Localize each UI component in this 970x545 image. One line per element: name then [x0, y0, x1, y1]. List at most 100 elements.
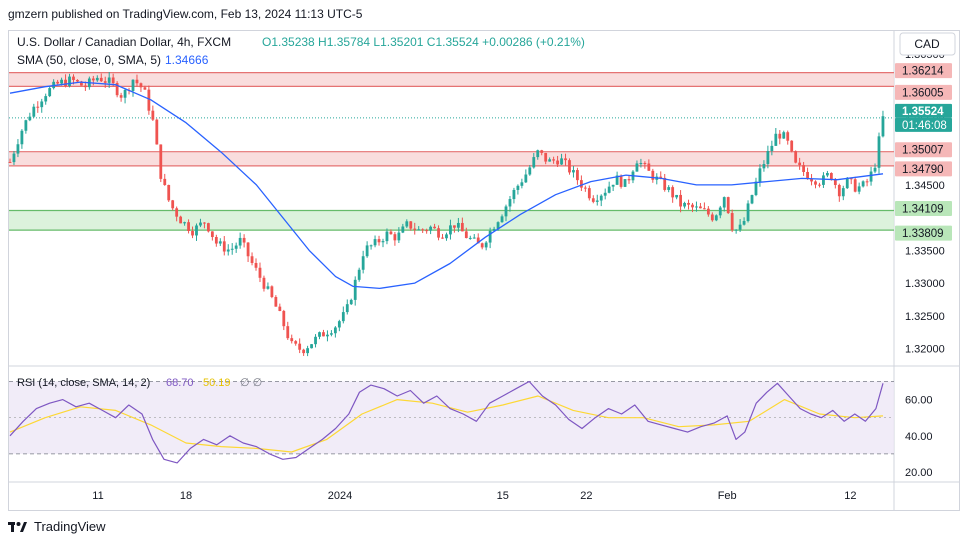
candle-body [226, 249, 230, 252]
candle-body [639, 163, 643, 165]
candle-body [397, 232, 401, 241]
candle-body [532, 157, 536, 168]
candle-body [528, 167, 532, 175]
price-label-box [895, 84, 952, 100]
candle-body [389, 231, 393, 235]
indicator-lines-layer [9, 81, 884, 464]
candle-body [159, 144, 163, 179]
price-label-text: 1.35007 [902, 145, 944, 157]
candle-body [441, 237, 444, 239]
price-label-box [895, 103, 952, 118]
candle-body [385, 231, 389, 242]
legend-layer: U.S. Dollar / Canadian Dollar, 4h, FXCM … [17, 35, 585, 389]
candle-body [810, 178, 813, 182]
time-tick-label: 18 [180, 490, 192, 502]
candle-body [326, 334, 329, 337]
candle-body [583, 187, 587, 189]
candle-body [171, 200, 175, 209]
candle-body [667, 187, 671, 190]
candle-body [64, 79, 67, 87]
candle-body [353, 279, 357, 300]
candle-body [44, 96, 48, 102]
price-label-box [895, 63, 952, 79]
candle-body [413, 228, 417, 230]
candle-body [496, 222, 500, 229]
candle-body [345, 304, 349, 313]
time-tick-label: Feb [718, 490, 737, 502]
candle-body [619, 175, 623, 187]
rsi-tick-label: 20.00 [905, 467, 933, 479]
candle-body [659, 176, 663, 178]
candle-body [147, 89, 151, 111]
candle-body [437, 228, 440, 238]
candle-body [873, 167, 877, 172]
candle-body [425, 230, 429, 232]
currency-button[interactable]: CAD [899, 32, 956, 56]
candle-body [218, 241, 222, 244]
candle-body [544, 152, 548, 162]
candle-body [861, 181, 865, 187]
candle-body [230, 248, 234, 250]
candle-body [373, 239, 377, 246]
rsi-legend-value: 68.70 [166, 377, 194, 389]
candle-body [361, 256, 365, 270]
candle-body [552, 159, 556, 161]
ohlc-values: O1.35238 H1.35784 L1.35201 C1.35524 +0.0… [262, 35, 585, 49]
candle-body [687, 202, 690, 205]
candle-body [671, 187, 675, 198]
candle-body [429, 226, 433, 231]
candle-body [163, 178, 167, 185]
candle-body [611, 184, 615, 187]
candle-body [508, 199, 512, 207]
price-label-support: 1.34109 [895, 201, 952, 217]
candle-body [595, 200, 599, 202]
candle-body [647, 163, 651, 171]
candle-body [143, 87, 147, 90]
candle-body [520, 182, 524, 186]
candle-body [139, 83, 143, 88]
candle-body [468, 237, 472, 239]
candle-body [587, 188, 591, 199]
symbol-title: U.S. Dollar / Canadian Dollar, 4h, FXCM [17, 35, 231, 49]
rsi-legend-label: RSI (14, close, SMA, 14, 2) [17, 377, 150, 389]
rsi-tick-label: 60.00 [905, 395, 933, 407]
candle-body [456, 222, 460, 228]
candle-body [857, 186, 861, 192]
candle-body [536, 150, 540, 158]
candle-body [68, 76, 71, 87]
price-label-box [895, 225, 952, 241]
candle-body [222, 241, 226, 252]
price-label-box [895, 117, 952, 132]
candle-body [294, 341, 298, 344]
candle-body [151, 110, 155, 120]
candle-body [191, 230, 194, 236]
rsi-band [9, 381, 894, 454]
candle-body [837, 184, 841, 197]
candle-body [266, 286, 270, 289]
zones-layer [9, 72, 894, 231]
price-label-resistance: 1.36005 [895, 84, 952, 100]
candle-body [750, 195, 754, 204]
candle-body [695, 206, 698, 208]
resistance-zone [9, 72, 894, 87]
candle-body [881, 116, 885, 137]
candle-body [564, 158, 567, 161]
candle-body [32, 106, 36, 117]
candle-body [298, 343, 302, 350]
candle-body [599, 195, 603, 201]
candle-body [568, 160, 571, 173]
candle-body [199, 222, 202, 226]
candle-body [818, 184, 821, 186]
candle-body [210, 231, 214, 238]
candle-body [718, 207, 722, 216]
sma-line [9, 81, 884, 290]
candle-body [40, 101, 44, 108]
candle-body [405, 221, 409, 227]
candle-body [691, 204, 694, 208]
candle-body [445, 234, 448, 239]
candle-body [449, 225, 452, 235]
candle-body [377, 239, 381, 243]
time-tick-label: 11 [92, 490, 103, 502]
candle-body [20, 130, 24, 145]
